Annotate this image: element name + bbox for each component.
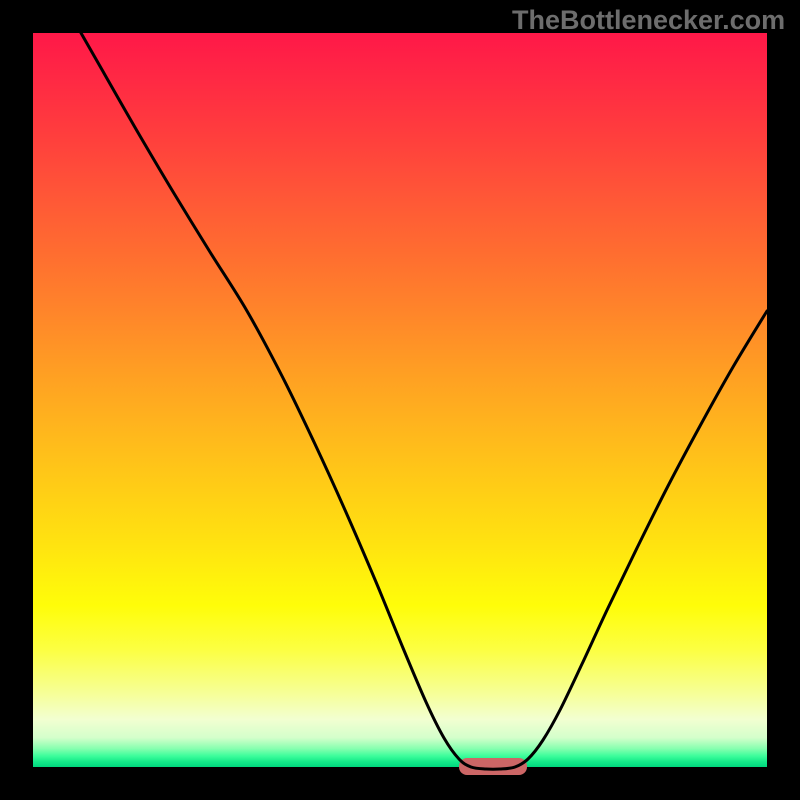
optimal-marker [459,758,527,775]
watermark-text: TheBottlenecker.com [512,5,785,36]
chart-panel [33,33,767,767]
